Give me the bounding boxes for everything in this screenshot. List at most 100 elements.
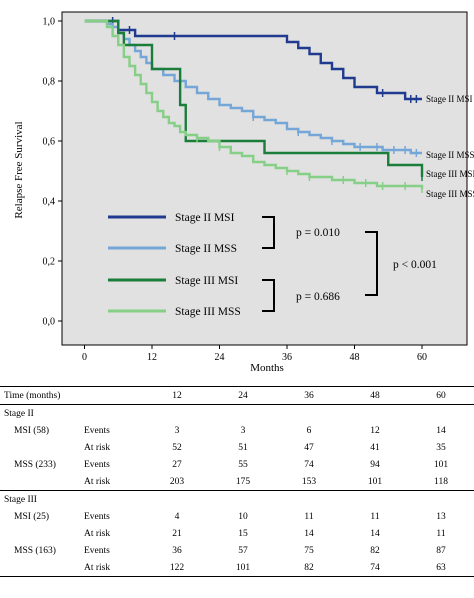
plot-area: [61, 11, 468, 346]
events-value: 14: [436, 425, 446, 436]
spacer: [144, 490, 210, 508]
spacer: [276, 405, 342, 423]
spacer: [84, 405, 144, 423]
row-label-events: Events: [84, 511, 110, 522]
series-end-label: Stage III MSS: [426, 189, 474, 199]
spacer: [210, 405, 276, 423]
events-value: 12: [370, 425, 380, 436]
at-risk-value: 52: [172, 442, 182, 453]
x-tick-label: 0: [82, 352, 87, 363]
group-name: MSS (233): [14, 459, 56, 470]
at-risk-value: 74: [342, 559, 408, 577]
spacer: [342, 490, 408, 508]
events-value: 75: [304, 545, 314, 556]
group-name: MSS (163): [14, 545, 56, 556]
events-value: 94: [370, 459, 380, 470]
x-tick-label: 12: [147, 352, 157, 363]
row-label-events: Events: [84, 425, 110, 436]
x-tick-label: 60: [417, 352, 427, 363]
at-risk-value: 35: [436, 442, 446, 453]
events-value: 11: [370, 511, 380, 522]
at-risk-value: 41: [370, 442, 380, 453]
table-row: MSS (163) Events 36 57 75 82 87: [0, 542, 474, 559]
table-row: At risk 21 15 14 14 11: [0, 525, 474, 542]
legend-label: Stage II MSS: [175, 243, 237, 255]
bracket-stage3: [262, 279, 275, 312]
p-value-stage2: p = 0.010: [296, 227, 340, 239]
bracket-overall: [365, 231, 378, 296]
p-value-stage3: p = 0.686: [296, 291, 340, 303]
events-value: 6: [306, 425, 312, 436]
at-risk-value: 118: [434, 476, 448, 487]
table-row: MSS (233) Events 27 55 74 94 101: [0, 456, 474, 473]
at-risk-value: 101: [210, 559, 276, 577]
series-line-stage-ii-mss: [84, 19, 422, 155]
row-label-at-risk: At risk: [84, 559, 144, 577]
at-risk-value: 175: [235, 476, 251, 487]
at-risk-value: 82: [276, 559, 342, 577]
events-value: 11: [304, 511, 314, 522]
row-label-events: Events: [84, 459, 110, 470]
legend-label: Stage II MSI: [175, 212, 235, 224]
table-row: Stage II: [0, 405, 474, 423]
events-value: 57: [238, 545, 248, 556]
events-value: 27: [172, 459, 182, 470]
series-line-stage-ii-msi: [84, 19, 422, 101]
p-value-overall: p < 0.001: [393, 259, 437, 271]
at-risk-value: 101: [367, 476, 383, 487]
y-tick-label: 0,2: [43, 257, 56, 268]
header-month: 36: [276, 386, 342, 405]
group-name: MSI (58): [14, 425, 50, 436]
spacer: [210, 490, 276, 508]
at-risk-value: 51: [238, 442, 248, 453]
spacer: [276, 490, 342, 508]
at-risk-value: 122: [144, 559, 210, 577]
at-risk-value: 14: [370, 528, 380, 539]
bracket-stage2: [262, 216, 275, 249]
header-month: 48: [342, 386, 408, 405]
row-label-events: Events: [84, 545, 110, 556]
spacer: [342, 405, 408, 423]
section-title: Stage II: [4, 408, 34, 419]
x-axis-label: Months: [250, 362, 284, 374]
events-value: 4: [174, 511, 180, 522]
x-tick-label: 24: [215, 352, 225, 363]
x-tick-label: 48: [350, 352, 360, 363]
y-tick-label: 0,0: [43, 317, 56, 328]
at-risk-value: 63: [408, 559, 474, 577]
at-risk-value: 11: [436, 528, 446, 539]
table-row: MSI (25) Events 4 10 11 11 13: [0, 508, 474, 525]
table-row: Time (months) 12 24 36 48 60: [0, 386, 474, 405]
table-row: At risk 52 51 47 41 35: [0, 439, 474, 456]
header-spacer: [84, 386, 144, 405]
spacer: [84, 490, 144, 508]
group-name: MSI (25): [14, 511, 50, 522]
events-value: 13: [436, 511, 446, 522]
at-risk-value: 15: [238, 528, 248, 539]
at-risk-value: 203: [169, 476, 185, 487]
spacer: [408, 405, 474, 423]
events-value: 10: [238, 511, 248, 522]
legend-label: Stage III MSS: [175, 306, 241, 318]
header-month: 12: [144, 386, 210, 405]
at-risk-value: 153: [301, 476, 317, 487]
events-value: 74: [304, 459, 314, 470]
events-value: 3: [240, 425, 246, 436]
section-title: Stage III: [0, 490, 84, 508]
series-end-label: Stage III MSI: [426, 169, 474, 179]
table-row: MSI (58) Events 3 3 6 12 14: [0, 422, 474, 439]
events-value: 101: [433, 459, 449, 470]
row-label-at-risk: At risk: [84, 528, 111, 539]
y-tick-label: 1,0: [43, 17, 56, 28]
header-label: Time (months): [0, 386, 84, 405]
table-row: At risk 203 175 153 101 118: [0, 473, 474, 491]
risk-table: Time (months) 12 24 36 48 60 Stage II MSI (58) E…: [0, 386, 474, 577]
y-tick-label: 0,6: [43, 137, 56, 148]
series-end-label: Stage II MSS: [426, 150, 474, 160]
spacer: [0, 439, 84, 456]
survival-chart: 0 12 24 36 48 60 0,0 0,2 0,4 0,6 0,8 1,0 Stage II M…: [13, 11, 474, 374]
row-label-at-risk: At risk: [84, 442, 111, 453]
row-label-at-risk: At risk: [84, 476, 111, 487]
series-line-stage-iii-msi: [84, 19, 424, 177]
spacer: [408, 490, 474, 508]
